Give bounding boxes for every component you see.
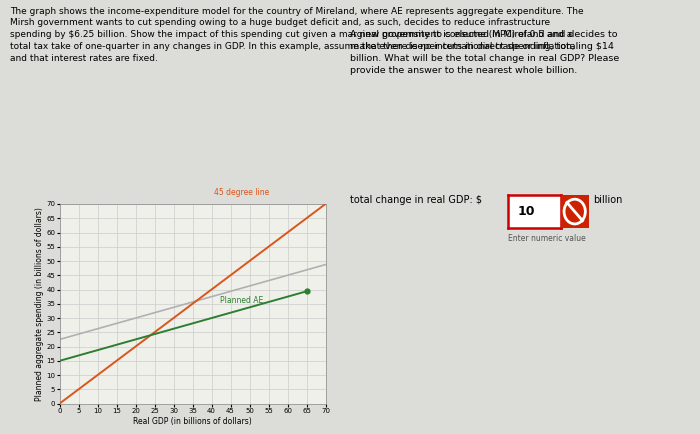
Text: 10: 10: [518, 205, 536, 218]
Text: billion: billion: [594, 194, 623, 205]
Text: total change in real GDP: $: total change in real GDP: $: [350, 194, 482, 205]
Text: Planned AE: Planned AE: [220, 296, 263, 305]
Text: The graph shows the income-expenditure model for the country of Mireland, where : The graph shows the income-expenditure m…: [10, 7, 584, 62]
Text: Enter numeric value: Enter numeric value: [508, 234, 586, 243]
X-axis label: Real GDP (in billions of dollars): Real GDP (in billions of dollars): [133, 417, 252, 426]
Y-axis label: Planned aggregate spending (in billions of dollars): Planned aggregate spending (in billions …: [34, 207, 43, 401]
Text: A new government is elected in Mireland and decides to
make even deeper cuts in : A new government is elected in Mireland …: [350, 30, 620, 75]
Text: 45 degree line: 45 degree line: [214, 188, 270, 197]
